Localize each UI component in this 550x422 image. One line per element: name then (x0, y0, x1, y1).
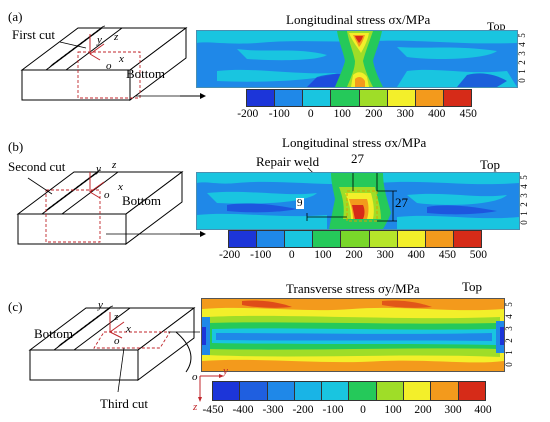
panel-a-pointer (180, 93, 206, 99)
colorbar-swatch (431, 382, 459, 400)
panel-c-colorbar-ticks: -450 -400 -300 -200 -100 0 100 200 300 4… (202, 404, 492, 416)
panel-c-axis-y: y (98, 299, 103, 311)
panel-b-dim-offset: 9 (296, 197, 304, 209)
panel-b-axis-x: x (118, 181, 123, 193)
colorbar-swatch (294, 382, 323, 400)
colorbar-swatch (331, 90, 360, 106)
panel-b-cut-label: Second cut (8, 159, 66, 174)
panel-c-axis-o: o (114, 335, 120, 347)
panel-b-dim-width: 27 (351, 151, 364, 166)
panel-a-axis-o: o (106, 60, 112, 72)
panel-c-colorbar (212, 381, 486, 401)
panel-c-cut-label: Third cut (100, 396, 149, 411)
panel-a-stress-map (196, 30, 518, 88)
panel-a-colorbar (246, 89, 472, 107)
panel-a-cut-label: First cut (12, 27, 55, 42)
panel-a-specimen-diagram (20, 25, 196, 101)
colorbar-swatch (229, 231, 258, 247)
colorbar-swatch (267, 382, 295, 400)
panel-c-label: (c) (8, 299, 23, 314)
colorbar-swatch (387, 90, 416, 106)
panel-a-depth-scale: 0 1 2 3 4 5 (516, 33, 527, 83)
panel-a-top-label: Top (487, 19, 506, 33)
panel-a-bottom-label: Bottom (126, 66, 166, 81)
panel-b-pointer (180, 231, 206, 237)
colorbar-swatch (285, 231, 314, 247)
panel-a-axis-z: z (114, 31, 119, 43)
panel-c-top-label: Top (462, 279, 483, 294)
panel-b-specimen-diagram (16, 169, 196, 245)
panel-c-axis-z: z (114, 311, 119, 323)
colorbar-swatch (303, 90, 332, 106)
colorbar-swatch (322, 382, 350, 400)
panel-a-axis-x: x (119, 53, 124, 65)
colorbar-swatch (359, 90, 388, 106)
panel-c-axis-x: x (126, 323, 131, 335)
panel-c-specimen-diagram (28, 305, 200, 393)
colorbar-swatch (458, 382, 485, 400)
colorbar-swatch (247, 90, 276, 106)
panel-b-bottom-label: Bottom (122, 193, 162, 208)
panel-a-axis-y: y (97, 34, 102, 46)
panel-b-colorbar-ticks: -200 -100 0 100 200 300 400 450 500 (219, 249, 488, 261)
panel-b-depth-scale: 0 1 2 3 4 5 (518, 175, 529, 225)
panel-b-axis-o: o (104, 189, 110, 201)
colorbar-swatch (443, 90, 471, 106)
colorbar-swatch (453, 231, 481, 247)
colorbar-swatch (313, 231, 342, 247)
colorbar-swatch (240, 382, 268, 400)
colorbar-swatch (257, 231, 286, 247)
colorbar-swatch (341, 231, 370, 247)
panel-b-colorbar (228, 230, 482, 248)
panel-b-axis-z: z (112, 159, 117, 171)
colorbar-swatch (415, 90, 444, 106)
panel-a-map-title: Longitudinal stress σx/MPa (286, 12, 431, 27)
panel-b-top-label: Top (480, 157, 501, 172)
panel-a-colorbar-ticks: -200 -100 0 100 200 300 400 450 (237, 108, 477, 120)
panel-a-label: (a) (8, 9, 23, 24)
colorbar-swatch (369, 231, 398, 247)
colorbar-swatch (397, 231, 426, 247)
colorbar-swatch (376, 382, 405, 400)
panel-c-map-axes (198, 374, 224, 402)
colorbar-swatch (275, 90, 304, 106)
colorbar-swatch (349, 382, 377, 400)
panel-c-map-title: Transverse stress σy/MPa (286, 281, 420, 296)
colorbar-swatch (404, 382, 432, 400)
panel-c-depth-scale: 0 1 2 3 4 5 (503, 302, 514, 367)
panel-c-bottom-label: Bottom (34, 326, 74, 341)
panel-b-map-title: Longitudinal stress σx/MPa (282, 135, 427, 150)
panel-b-repair-label: Repair weld (256, 154, 320, 169)
panel-b-label: (b) (8, 139, 24, 154)
panel-c-map-axis-z: z (193, 401, 198, 413)
colorbar-swatch (425, 231, 454, 247)
panel-c-map-axis-o: o (192, 371, 198, 383)
colorbar-swatch (213, 382, 241, 400)
panel-b-axis-y: y (96, 163, 101, 175)
panel-c-map-axis-y: y (223, 365, 228, 377)
panel-b-stress-map (196, 172, 520, 230)
panel-b-dim-height: 27 (395, 195, 408, 210)
panel-c-stress-map (201, 298, 505, 372)
